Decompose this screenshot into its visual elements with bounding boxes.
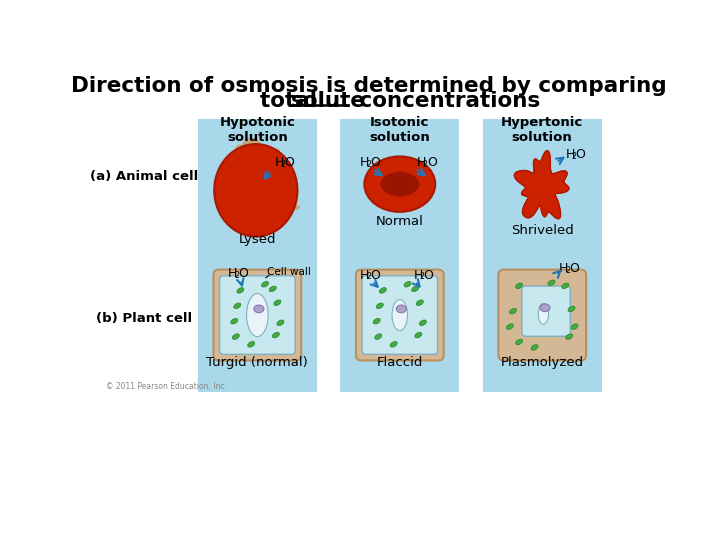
Ellipse shape [374, 334, 382, 339]
Ellipse shape [231, 150, 240, 159]
Ellipse shape [272, 332, 279, 338]
Text: Hypertonic
solution: Hypertonic solution [501, 117, 583, 144]
Ellipse shape [275, 155, 286, 164]
FancyBboxPatch shape [356, 269, 444, 361]
Text: © 2011 Pearson Education, Inc.: © 2011 Pearson Education, Inc. [106, 382, 227, 391]
Ellipse shape [250, 146, 273, 158]
Ellipse shape [269, 286, 276, 292]
Text: Hypotonic
solution: Hypotonic solution [220, 117, 295, 144]
Text: concentrations: concentrations [352, 91, 540, 111]
Text: 2: 2 [366, 272, 371, 281]
Text: O: O [238, 267, 248, 280]
Ellipse shape [548, 280, 555, 286]
Text: 2: 2 [281, 160, 285, 168]
Ellipse shape [404, 281, 411, 287]
Text: solute: solute [290, 91, 366, 111]
Ellipse shape [242, 138, 261, 153]
Ellipse shape [233, 334, 239, 339]
Text: (b) Plant cell: (b) Plant cell [96, 313, 192, 326]
Ellipse shape [516, 339, 523, 345]
Text: O: O [284, 156, 294, 169]
Text: H: H [360, 268, 369, 281]
Bar [198, 119, 317, 392]
Ellipse shape [506, 324, 513, 329]
Text: O: O [575, 148, 585, 161]
Text: Normal: Normal [376, 214, 424, 228]
Ellipse shape [381, 172, 419, 197]
Ellipse shape [412, 286, 419, 292]
FancyBboxPatch shape [522, 286, 570, 336]
Text: H: H [417, 156, 426, 169]
Ellipse shape [254, 305, 264, 313]
Ellipse shape [568, 306, 575, 312]
Ellipse shape [289, 205, 300, 210]
Text: total: total [260, 91, 324, 111]
Ellipse shape [235, 145, 248, 154]
Ellipse shape [230, 319, 238, 324]
Text: (a) Animal cell: (a) Animal cell [90, 170, 198, 183]
Ellipse shape [246, 294, 268, 336]
Ellipse shape [274, 300, 281, 306]
Text: Plasmolyzed: Plasmolyzed [500, 356, 584, 369]
Bar [482, 119, 602, 392]
Ellipse shape [516, 283, 523, 288]
Text: O: O [370, 156, 379, 169]
Text: 2: 2 [234, 271, 239, 280]
Ellipse shape [540, 304, 550, 312]
Text: H: H [559, 262, 569, 275]
Text: H: H [228, 267, 238, 280]
FancyBboxPatch shape [498, 269, 586, 361]
Text: Cell wall: Cell wall [266, 267, 310, 277]
FancyBboxPatch shape [220, 276, 295, 354]
Ellipse shape [285, 192, 299, 199]
Ellipse shape [390, 341, 397, 347]
Text: Direction of osmosis is determined by comparing: Direction of osmosis is determined by co… [71, 76, 667, 96]
Text: H: H [274, 156, 284, 169]
Ellipse shape [396, 305, 406, 313]
Ellipse shape [373, 319, 380, 324]
Text: O: O [370, 268, 379, 281]
Ellipse shape [277, 320, 284, 326]
Text: O: O [570, 262, 579, 275]
Text: 2: 2 [565, 266, 570, 275]
Ellipse shape [215, 144, 297, 237]
Text: Shriveled: Shriveled [511, 224, 574, 237]
Ellipse shape [234, 303, 241, 308]
Text: 2: 2 [572, 152, 577, 161]
Text: Lysed: Lysed [238, 233, 276, 246]
Ellipse shape [377, 303, 383, 308]
Text: H: H [414, 268, 423, 281]
Ellipse shape [571, 324, 578, 329]
Ellipse shape [266, 148, 280, 161]
Ellipse shape [531, 345, 538, 350]
Ellipse shape [416, 300, 423, 306]
Ellipse shape [248, 341, 255, 347]
Text: 2: 2 [420, 272, 425, 281]
Ellipse shape [364, 157, 435, 212]
Text: H: H [565, 148, 575, 161]
Ellipse shape [392, 300, 408, 330]
Ellipse shape [419, 320, 426, 326]
Text: H: H [360, 156, 369, 169]
Ellipse shape [415, 332, 422, 338]
FancyBboxPatch shape [362, 276, 438, 354]
Bar [340, 119, 459, 392]
Ellipse shape [510, 308, 516, 314]
Text: Turgid (normal): Turgid (normal) [207, 356, 308, 369]
Text: 2: 2 [423, 160, 428, 168]
Ellipse shape [379, 288, 387, 293]
Ellipse shape [237, 288, 244, 293]
Text: O: O [423, 268, 433, 281]
Ellipse shape [261, 281, 269, 287]
Ellipse shape [539, 303, 549, 324]
Polygon shape [514, 151, 569, 219]
Ellipse shape [566, 334, 572, 339]
Text: Flaccid: Flaccid [377, 356, 423, 369]
Ellipse shape [562, 283, 569, 288]
Text: 2: 2 [366, 160, 371, 168]
Text: Isotonic
solution: Isotonic solution [369, 117, 430, 144]
Text: O: O [427, 156, 436, 169]
FancyBboxPatch shape [213, 269, 301, 361]
